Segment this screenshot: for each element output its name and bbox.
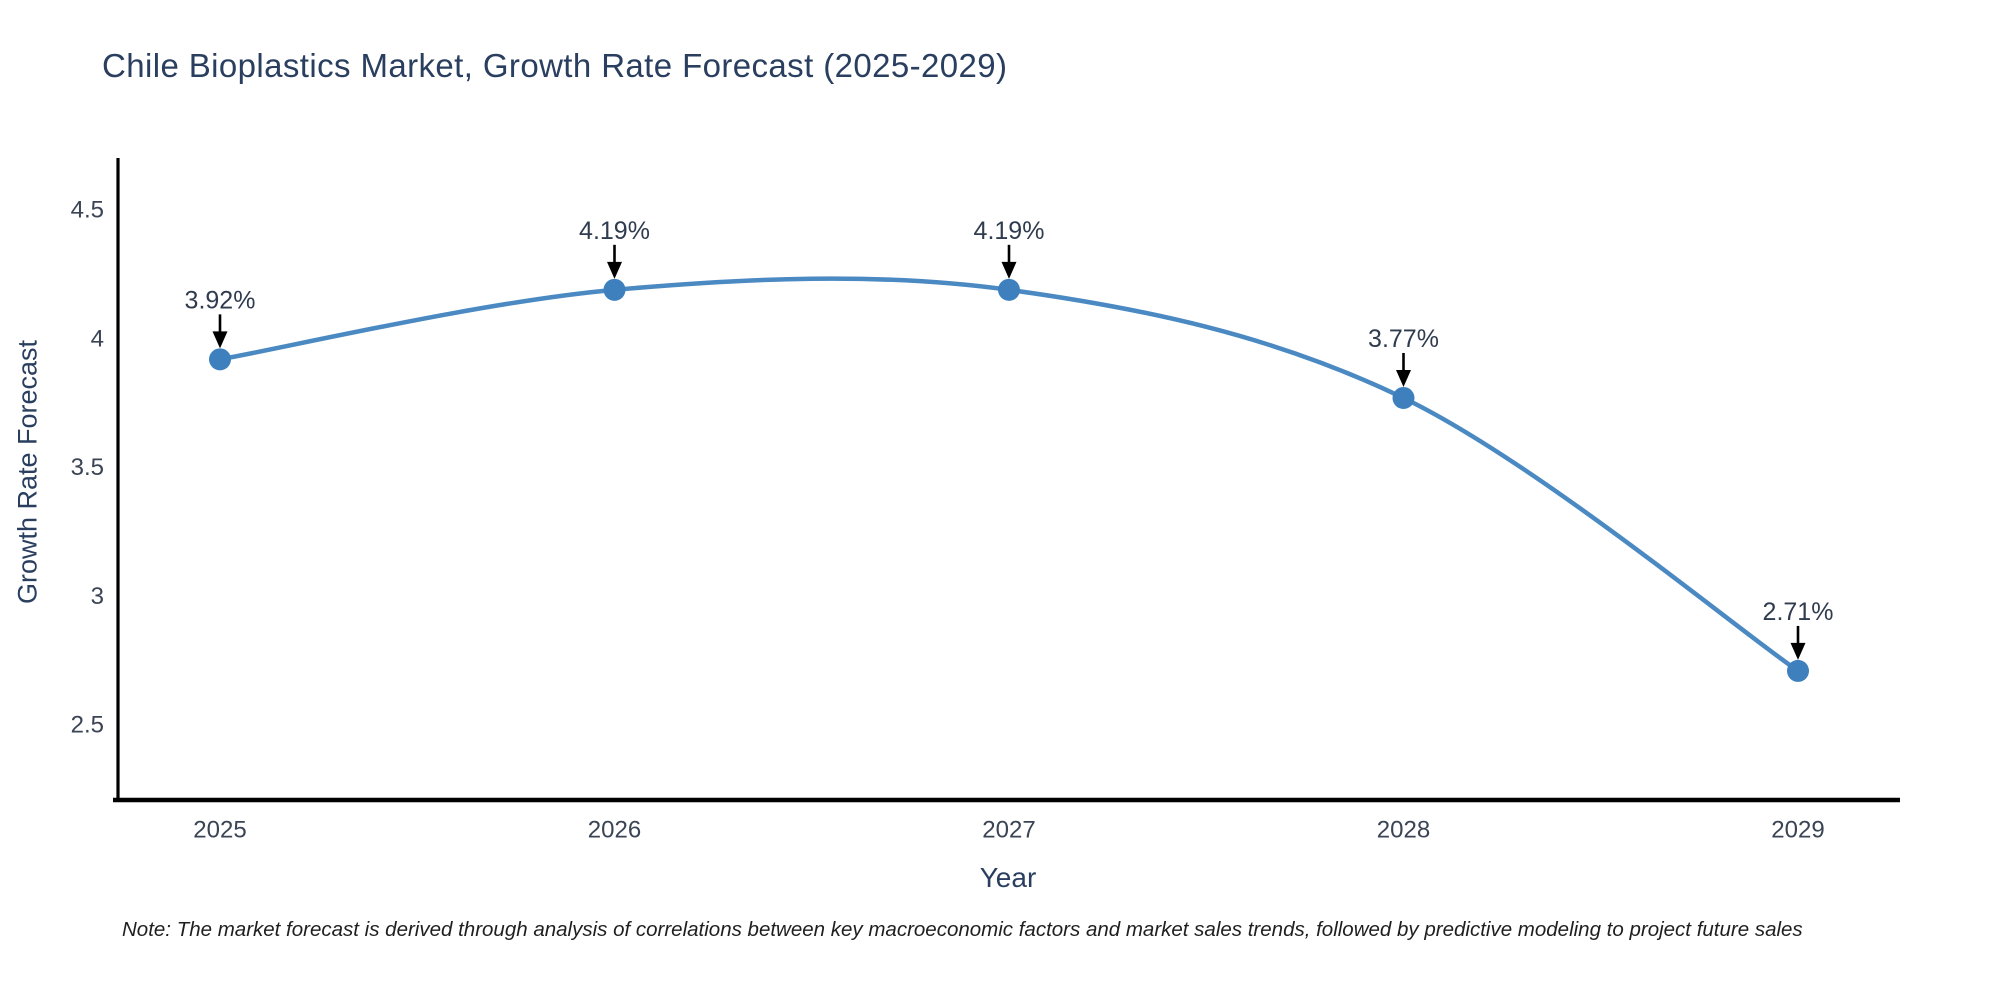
x-tick-label: 2028 [1377,817,1430,844]
data-point-marker [998,278,1020,301]
annotation-arrow-head [1001,261,1017,279]
y-axis-ticks: 4.5 4 3.5 3 2.5 [71,197,104,739]
y-tick-label: 4.5 [71,197,104,224]
annotation-arrow-head [1790,642,1806,660]
data-point-marker [603,278,626,301]
annotation-arrow-head [212,331,228,349]
x-axis-title: Year [979,862,1037,893]
y-tick-label: 3 [91,583,104,610]
point-value-label: 3.92% [185,286,256,314]
y-tick-label: 3.5 [71,454,104,481]
x-tick-label: 2026 [588,817,641,844]
x-tick-label: 2029 [1771,817,1824,844]
chart-title: Chile Bioplastics Market, Growth Rate Fo… [102,47,1008,84]
x-axis-ticks: 2025 2026 2027 2028 2029 [193,817,1824,844]
footnote: Note: The market forecast is derived thr… [122,918,1803,941]
forecast-line [217,276,1801,674]
annotation-arrow-head [607,261,622,279]
line-series [209,276,1809,682]
data-point-marker [1787,659,1809,682]
axes [113,158,1900,803]
x-tick-label: 2025 [193,817,246,844]
y-tick-label: 2.5 [71,712,104,739]
x-tick-label: 2027 [982,817,1035,844]
data-point-marker [1392,386,1415,409]
point-value-label: 2.71% [1763,598,1834,626]
y-axis-title: Growth Rate Forecast [12,339,43,605]
point-value-label: 4.19% [974,217,1045,245]
annotation-arrow-head [1396,369,1411,387]
point-value-label: 4.19% [579,217,650,245]
data-point-marker [209,348,231,371]
point-annotations: 3.92% 4.19% 4.19% 3.77% 2.71% [185,217,1834,660]
y-tick-label: 4 [91,325,104,352]
point-value-label: 3.77% [1368,325,1439,353]
